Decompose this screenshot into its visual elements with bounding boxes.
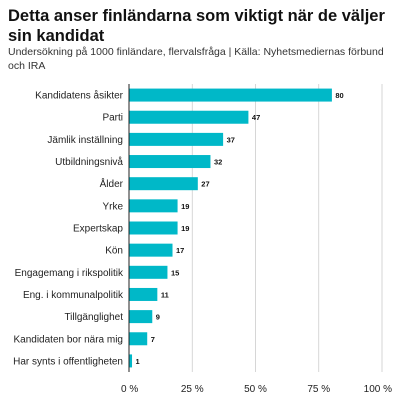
value-label: 32	[214, 158, 222, 167]
category-label: Engagemang i rikspolitik	[15, 268, 124, 279]
value-label: 19	[181, 224, 189, 233]
category-label: Ålder	[100, 177, 124, 190]
x-tick-label: 25 %	[181, 384, 204, 395]
x-tick-label: 100 %	[364, 384, 392, 395]
grid-layer	[128, 84, 383, 372]
category-label: Parti	[102, 113, 123, 124]
category-label: Yrke	[102, 201, 123, 212]
bar	[129, 132, 224, 146]
bar	[129, 88, 332, 102]
bar	[129, 177, 198, 191]
category-label: Kandidaten bor nära mig	[13, 334, 123, 345]
chart-subtitle: Undersökning på 1000 finländare, flerval…	[8, 46, 384, 72]
value-label: 11	[161, 290, 169, 299]
value-label: 9	[156, 313, 160, 322]
chart-title: Detta anser finländarna som viktigt när …	[8, 7, 385, 45]
bar	[129, 221, 178, 235]
bar	[129, 287, 158, 301]
value-label: 47	[252, 113, 260, 122]
value-label: 1	[136, 357, 140, 366]
x-tick-label: 0 %	[121, 384, 138, 395]
bar	[129, 243, 173, 257]
value-label: 7	[151, 335, 155, 344]
bar	[129, 265, 168, 279]
label-layer: 0 % 25 % 50 % 75 % 100 % Kandidatens åsikter 8…	[13, 90, 392, 395]
category-label: Eng. i kommunalpolitik	[23, 290, 124, 301]
category-label: Expertskap	[73, 224, 123, 235]
x-tick-label: 50 %	[244, 384, 267, 395]
bar	[129, 310, 153, 324]
value-label: 27	[201, 180, 209, 189]
bar	[129, 354, 133, 368]
category-label: Tillgänglighet	[64, 312, 123, 323]
value-label: 37	[227, 135, 235, 144]
value-label: 15	[171, 268, 179, 277]
value-label: 80	[335, 91, 343, 100]
category-label: Kandidatens åsikter	[35, 90, 124, 102]
category-label: Har synts i offentligheten	[13, 356, 123, 367]
bar	[129, 332, 148, 346]
value-label: 19	[181, 202, 189, 211]
bar	[129, 199, 178, 213]
x-tick-label: 75 %	[307, 384, 330, 395]
category-label: Kön	[105, 246, 123, 257]
category-label: Jämlik inställning	[47, 135, 123, 146]
category-label: Utbildningsnivå	[55, 156, 123, 168]
bar-layer	[129, 88, 332, 368]
value-label: 17	[176, 246, 184, 255]
bar	[129, 110, 249, 124]
bar	[129, 155, 211, 169]
